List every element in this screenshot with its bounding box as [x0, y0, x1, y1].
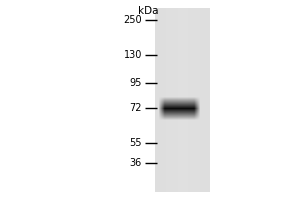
Text: kDa: kDa: [138, 6, 158, 16]
Text: 130: 130: [124, 50, 142, 60]
Text: 36: 36: [130, 158, 142, 168]
Text: 72: 72: [130, 103, 142, 113]
Text: 55: 55: [130, 138, 142, 148]
Text: 250: 250: [123, 15, 142, 25]
Text: 95: 95: [130, 78, 142, 88]
